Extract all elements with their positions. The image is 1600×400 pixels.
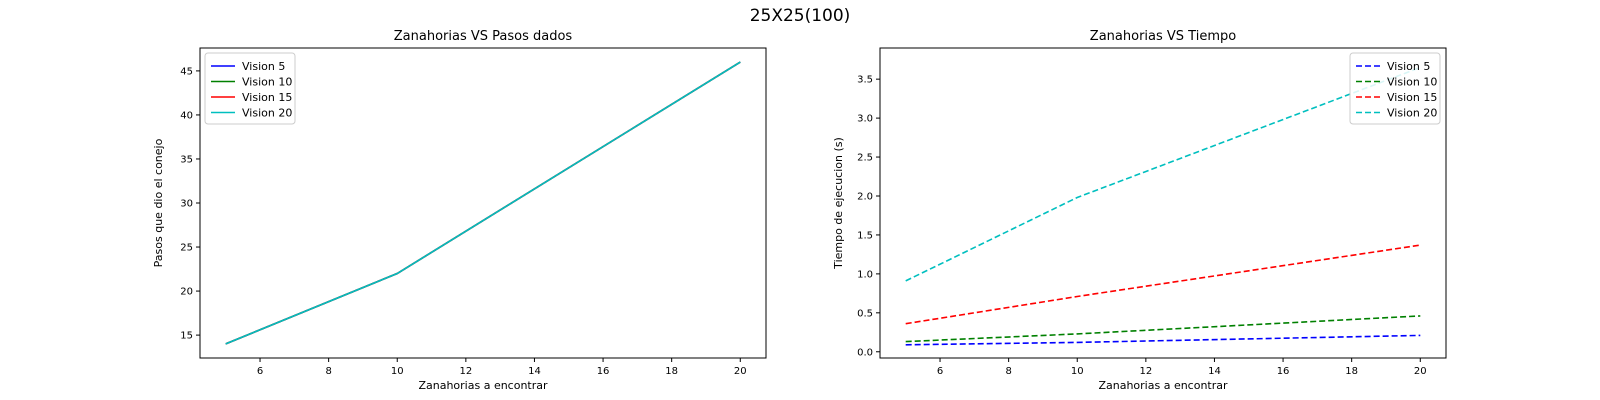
- x-tick-label: 8: [325, 366, 331, 377]
- y-tick-label: 3.5: [857, 75, 873, 86]
- series-line-vision-5: [225, 61, 741, 345]
- legend-label: Vision 20: [242, 107, 292, 120]
- x-tick-label: 14: [528, 366, 541, 377]
- series-line-vision-10: [225, 61, 741, 345]
- x-tick-label: 20: [1414, 366, 1427, 377]
- legend-label: Vision 5: [242, 60, 285, 73]
- y-tick-label: 2.5: [857, 153, 873, 164]
- plot-area: [905, 66, 1421, 346]
- y-tick-label: 45: [180, 66, 193, 77]
- y-tick-label: 1.0: [857, 269, 873, 280]
- x-axis-label: Zanahorias a encontrar: [418, 379, 548, 392]
- y-tick-label: 2.0: [857, 191, 873, 202]
- y-tick-label: 1.5: [857, 230, 873, 241]
- series-line-vision-20: [905, 66, 1421, 282]
- series-line-vision-5: [905, 334, 1421, 346]
- y-tick-label: 0.0: [857, 347, 873, 358]
- x-tick-label: 16: [597, 366, 610, 377]
- y-axis-label: Tiempo de ejecucion (s): [832, 137, 845, 270]
- legend-label: Vision 5: [1387, 60, 1430, 73]
- panel-steps-chart: Zanahorias VS Pasos dados Zanahorias a en…: [152, 29, 767, 392]
- y-tick-label: 20: [180, 287, 193, 298]
- x-tick-label: 16: [1277, 366, 1290, 377]
- x-tick-label: 10: [391, 366, 404, 377]
- y-tick-label: 3.0: [857, 114, 873, 125]
- legend-box: [204, 52, 296, 125]
- x-tick-label: 12: [1139, 366, 1152, 377]
- x-tick-label: 14: [1208, 366, 1221, 377]
- series-line-vision-20: [225, 61, 741, 345]
- legend-label: Vision 10: [1387, 76, 1437, 89]
- x-tick-label: 6: [937, 366, 943, 377]
- figure-title: 25X25(100): [750, 6, 851, 26]
- chart-title: Zanahorias VS Tiempo: [1090, 29, 1236, 44]
- x-tick-label: 10: [1071, 366, 1084, 377]
- x-tick-label: 12: [459, 366, 472, 377]
- x-tick-label: 20: [734, 366, 747, 377]
- y-tick-label: 35: [180, 154, 193, 165]
- series-line-vision-10: [905, 315, 1421, 343]
- y-tick-label: 25: [180, 243, 193, 254]
- legend-label: Vision 15: [1387, 91, 1437, 104]
- legend: Vision 5 Vision 10 Vision 15 Vision 20: [1349, 52, 1441, 125]
- x-tick-label: 6: [257, 366, 263, 377]
- x-tick-label: 18: [1345, 366, 1358, 377]
- y-tick-label: 15: [180, 331, 193, 342]
- legend-box: [1349, 52, 1441, 125]
- axes-frame: [879, 47, 1447, 359]
- legend-label: Vision 20: [1387, 107, 1437, 120]
- plot-area: [225, 61, 741, 345]
- legend-label: Vision 10: [242, 76, 292, 89]
- legend: Vision 5 Vision 10 Vision 15 Vision 20: [204, 52, 296, 125]
- series-line-vision-15: [225, 61, 741, 345]
- y-tick-label: 40: [180, 110, 193, 121]
- chart-title: Zanahorias VS Pasos dados: [394, 29, 573, 44]
- y-tick-label: 0.5: [857, 308, 873, 319]
- x-tick-label: 8: [1005, 366, 1011, 377]
- panel-time-chart: Zanahorias VS Tiempo Zanahorias a encontr…: [832, 29, 1447, 392]
- axes-frame: [199, 47, 767, 359]
- y-tick-label: 30: [180, 199, 193, 210]
- y-axis-label: Pasos que dio el conejo: [152, 138, 165, 267]
- x-axis-label: Zanahorias a encontrar: [1098, 379, 1228, 392]
- series-line-vision-15: [905, 244, 1421, 325]
- x-tick-label: 18: [665, 366, 678, 377]
- legend-label: Vision 15: [242, 91, 292, 104]
